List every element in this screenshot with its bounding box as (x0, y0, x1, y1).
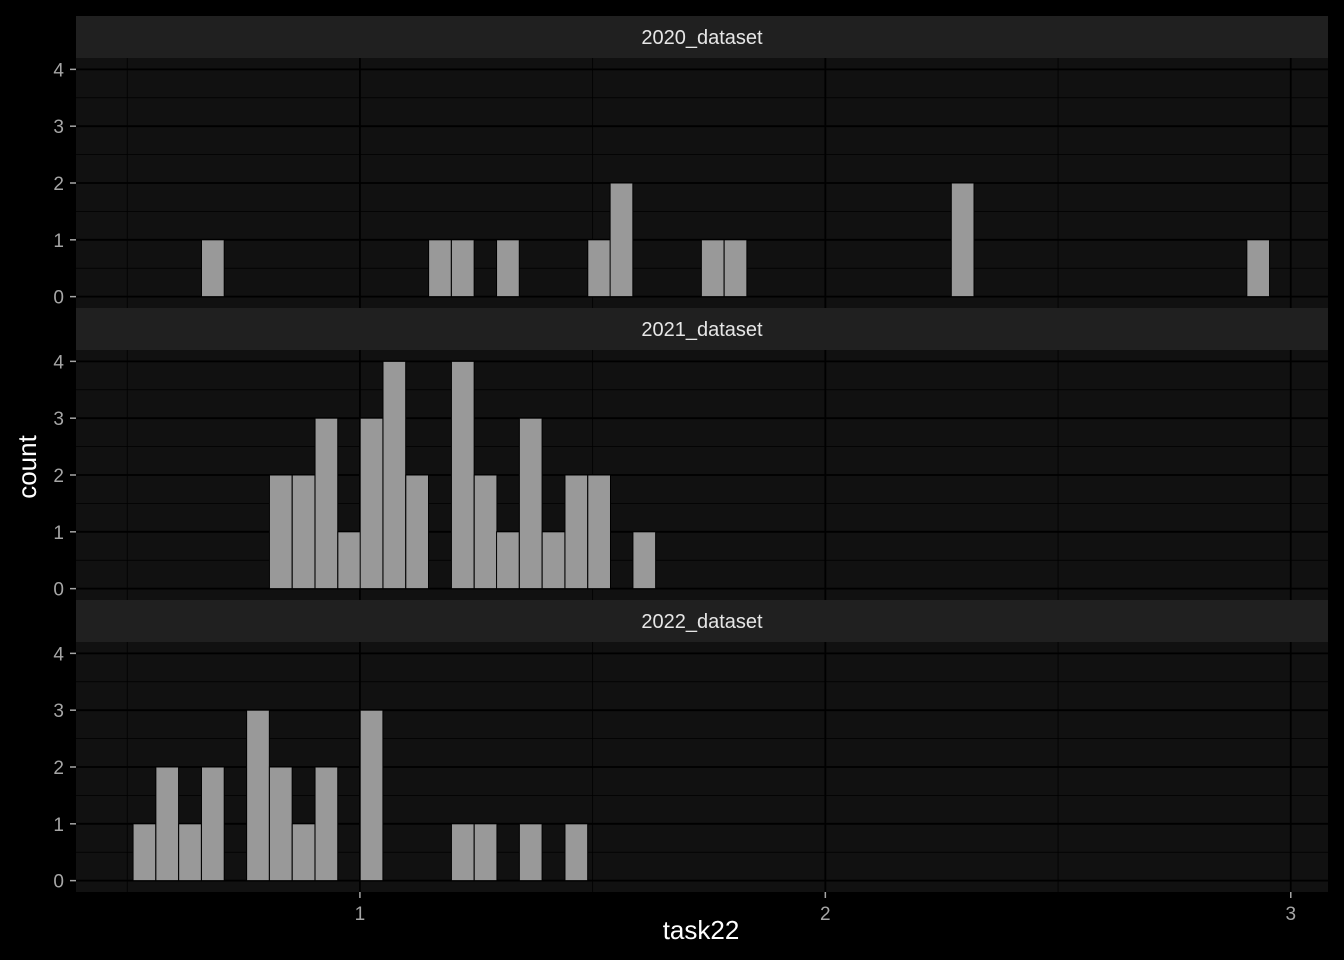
histogram-bar (132, 823, 157, 882)
histogram-bar (359, 709, 384, 882)
histogram-bar (291, 823, 316, 882)
histogram-bar (450, 239, 475, 298)
histogram-bar (518, 417, 543, 590)
x-tick-label: 2 (820, 904, 831, 925)
facet-strip (76, 600, 1328, 642)
facet-strip-label: 2020_dataset (641, 27, 763, 49)
histogram-bar (473, 474, 498, 590)
y-tick-label: 1 (53, 523, 64, 544)
histogram-bar (428, 239, 452, 298)
histogram-bar (1246, 239, 1271, 298)
y-tick-label: 4 (53, 60, 64, 81)
histogram-bar (405, 474, 430, 590)
histogram-bar (700, 239, 725, 298)
y-tick-label: 0 (53, 872, 64, 893)
x-tick-label: 1 (355, 904, 366, 925)
histogram-bar (268, 766, 293, 882)
histogram-bar (246, 709, 270, 882)
histogram-bar (268, 474, 293, 590)
histogram-bar (314, 766, 339, 882)
histogram-bar (541, 531, 566, 590)
y-tick-label: 0 (53, 580, 64, 601)
facet-strip (76, 308, 1328, 350)
facet-2022_dataset: 2022_dataset 0 1 2 3 4 1 2 3 (53, 600, 1328, 925)
y-tick-label: 3 (53, 409, 64, 430)
histogram-bar (587, 239, 611, 298)
y-tick-label: 2 (53, 466, 64, 487)
y-tick-label: 3 (53, 117, 64, 138)
histogram-bar (564, 823, 589, 882)
histogram-bar (564, 474, 589, 590)
facet-strip-label: 2021_dataset (641, 319, 763, 341)
y-tick-label: 1 (53, 815, 64, 836)
y-tick-label: 4 (53, 644, 64, 665)
histogram-bar (518, 823, 543, 882)
facet-strip-label: 2022_dataset (641, 611, 763, 633)
x-axis-title: task22 (663, 915, 740, 945)
histogram-bar (359, 417, 384, 590)
histogram-bar (950, 182, 975, 298)
histogram-bar (178, 823, 202, 882)
y-tick-label: 1 (53, 231, 64, 252)
y-tick-label: 4 (53, 352, 64, 373)
facet-2021_dataset: 2021_dataset 0 1 2 3 4 (53, 308, 1328, 606)
histogram-bar (200, 239, 225, 298)
histogram-bar (496, 531, 520, 590)
y-tick-label: 2 (53, 758, 64, 779)
y-tick-label: 0 (53, 288, 64, 309)
y-tick-label: 2 (53, 174, 64, 195)
histogram-bar (632, 531, 657, 590)
histogram-bar (155, 766, 180, 882)
histogram-bar (314, 417, 339, 590)
histogram-bar (450, 823, 475, 882)
histogram-bar (450, 360, 475, 590)
histogram-bar (723, 239, 748, 298)
histogram-bar (291, 474, 316, 590)
histogram-bar (337, 531, 362, 590)
histogram-bar (496, 239, 520, 298)
facet-strip (76, 16, 1328, 58)
histogram-bar (587, 474, 611, 590)
histogram-bar (609, 182, 634, 298)
histogram-bar (382, 360, 407, 590)
y-axis-title: count (12, 434, 42, 498)
x-tick-label: 3 (1285, 904, 1296, 925)
histogram-bar (200, 766, 225, 882)
facet-panels: 2020_dataset012342021_dataset012342022_d… (53, 16, 1328, 925)
y-tick-label: 3 (53, 701, 64, 722)
histogram-bar (473, 823, 498, 882)
facet-2020_dataset: 2020_dataset 0 1 2 3 4 (53, 16, 1328, 314)
